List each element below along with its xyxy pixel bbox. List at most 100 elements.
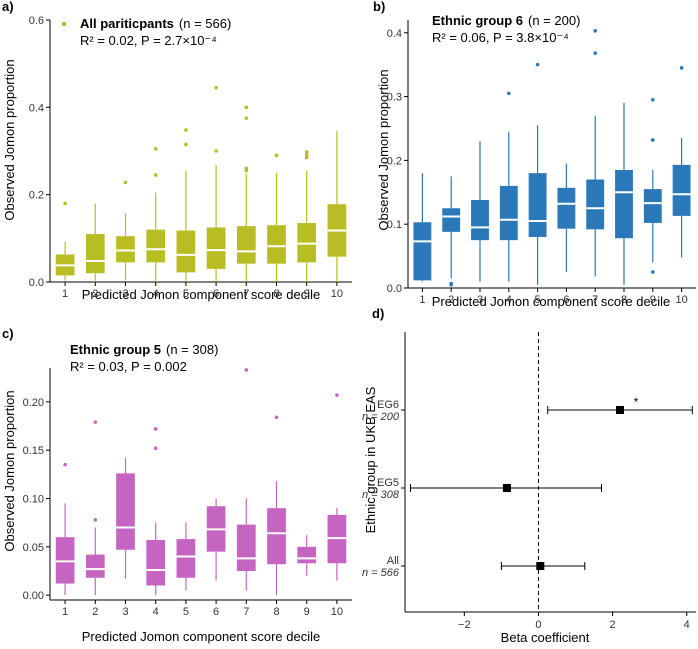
panel-b-box bbox=[615, 169, 633, 239]
panel-a-outlier-point bbox=[184, 128, 188, 132]
panel-b-y-axis-label: Observed Jomon proportion bbox=[376, 69, 391, 230]
panel-c-outlier-point bbox=[335, 393, 339, 397]
panel-c-x-tick-label: 10 bbox=[331, 606, 343, 618]
panel-b-box bbox=[643, 189, 662, 223]
panel-d-row-n: n = 308 bbox=[362, 489, 400, 501]
panel-a-legend-point bbox=[62, 22, 66, 26]
panel-a-x-tick-label: 1 bbox=[62, 288, 68, 300]
panel-b-x-tick-label: 10 bbox=[675, 294, 687, 306]
panel-c-y-tick-label: 0.10 bbox=[23, 494, 44, 506]
panel-d-beta-point bbox=[536, 562, 545, 570]
panel-a-y-tick-label: 0.0 bbox=[29, 277, 44, 289]
panel-b-box bbox=[586, 179, 605, 230]
panel-a-y-axis-label: Observed Jomon proportion bbox=[2, 59, 17, 220]
panel-a-x-tick-label: 4 bbox=[153, 288, 159, 300]
panel-b-outlier-point bbox=[651, 97, 655, 102]
panel-a: a) Observed Jomon proportion Predicted J… bbox=[2, 0, 352, 302]
panel-b-outlier-point bbox=[679, 66, 684, 70]
panel-d-significance-marker: * bbox=[634, 395, 639, 409]
panel-b-box bbox=[557, 187, 576, 229]
panel-c-outlier-point bbox=[153, 446, 158, 451]
panel-d-label: d) bbox=[372, 306, 384, 321]
panel-c-x-axis-label: Predicted Jomon component score decile bbox=[82, 629, 320, 644]
panel-a-stats: R² = 0.02, P = 2.7×10⁻⁴ bbox=[80, 33, 217, 48]
panel-a-x-tick-label: 2 bbox=[92, 288, 98, 300]
panel-a-x-tick-label: 10 bbox=[331, 288, 343, 300]
panel-b-title-bold: Ethnic group 6 bbox=[432, 13, 523, 28]
panel-d-row-n: n = 566 bbox=[362, 567, 400, 579]
panel-c-x-tick-label: 8 bbox=[273, 606, 279, 618]
panel-a-box bbox=[116, 236, 135, 263]
panel-c-box bbox=[116, 473, 135, 550]
panel-a-box bbox=[176, 230, 196, 273]
panel-b-x-tick-label: 6 bbox=[563, 294, 569, 306]
panel-a-y-tick-label: 0.6 bbox=[29, 15, 44, 27]
panel-b-outlier-point bbox=[651, 138, 655, 142]
panel-c-x-tick-label: 3 bbox=[122, 606, 128, 618]
panel-a-outlier-point bbox=[274, 153, 279, 158]
panel-a-box bbox=[236, 226, 256, 264]
panel-c-x-tick-label: 5 bbox=[183, 606, 189, 618]
panel-a-x-tick-label: 5 bbox=[183, 288, 189, 300]
panel-c-title: Ethnic group 5 (n = 308) bbox=[70, 342, 218, 357]
panel-b-x-tick-label: 7 bbox=[592, 294, 598, 306]
panel-a-outlier-point bbox=[123, 180, 128, 185]
panel-a-title-bold: All pariticpants bbox=[80, 16, 174, 31]
panel-a-outlier-point bbox=[214, 149, 218, 153]
panel-a-box bbox=[206, 227, 226, 269]
panel-a-title-n: (n = 566) bbox=[179, 16, 231, 31]
panel-c-outlier-point bbox=[63, 462, 67, 467]
panel-c-x-tick-label: 9 bbox=[304, 606, 310, 618]
panel-c-y-tick-label: 0.00 bbox=[23, 590, 44, 602]
panel-a-x-tick-label: 7 bbox=[243, 288, 249, 300]
panel-d-row-name: All bbox=[387, 555, 399, 567]
panel-b-outlier-point bbox=[507, 91, 511, 96]
panel-d-x-tick-label: 0 bbox=[535, 619, 541, 631]
panel-b-outlier-point bbox=[593, 51, 597, 55]
panel-b-x-tick-label: 1 bbox=[419, 294, 425, 306]
panel-b-outlier-point bbox=[651, 270, 655, 274]
panel-b-box bbox=[528, 173, 547, 237]
panel-b-box bbox=[672, 164, 691, 216]
panel-c-x-tick-label: 2 bbox=[92, 606, 98, 618]
panel-a-x-tick-label: 3 bbox=[122, 288, 128, 300]
panel-c-box bbox=[236, 524, 256, 571]
panel-b: b) Observed Jomon proportion Predicted J… bbox=[373, 0, 696, 309]
panel-b-x-tick-label: 4 bbox=[506, 294, 512, 306]
panel-b-box bbox=[499, 185, 518, 241]
panel-a-outlier-point bbox=[153, 147, 158, 151]
panel-a-y-tick-label: 0.4 bbox=[29, 102, 44, 114]
panel-a-outlier-point bbox=[304, 155, 309, 160]
panel-c-y-tick-label: 0.05 bbox=[23, 542, 44, 554]
panel-c-label: c) bbox=[2, 326, 14, 341]
panel-b-y-tick-label: 0.2 bbox=[387, 155, 402, 167]
panel-d-x-tick-label: −2 bbox=[458, 619, 471, 631]
panel-a-outlier-point bbox=[304, 150, 309, 154]
panel-b-x-tick-label: 3 bbox=[477, 294, 483, 306]
panel-d-row-name: EG6 bbox=[377, 399, 399, 411]
panel-a-outlier-point bbox=[244, 105, 249, 110]
panel-a-x-tick-label: 6 bbox=[213, 288, 219, 300]
panel-d-y-axis-label: Ethnic group in UKB EAS bbox=[363, 386, 378, 533]
panel-c-outlier-point bbox=[244, 368, 249, 372]
panel-b-label: b) bbox=[373, 0, 385, 14]
panel-d-beta-point bbox=[502, 484, 511, 492]
panel-b-y-tick-label: 0.1 bbox=[387, 219, 402, 231]
panel-a-outlier-point bbox=[184, 142, 188, 147]
panel-c-x-tick-label: 1 bbox=[62, 606, 68, 618]
panel-b-box bbox=[413, 222, 432, 281]
panel-c-box bbox=[146, 540, 166, 586]
panel-a-label: a) bbox=[2, 0, 14, 14]
panel-c-outlier-point bbox=[93, 420, 98, 424]
panel-d-x-tick-label: 2 bbox=[610, 619, 616, 631]
panel-a-x-tick-label: 8 bbox=[273, 288, 279, 300]
panel-a-box bbox=[146, 229, 166, 263]
panel-a-outlier-point bbox=[63, 201, 67, 206]
panel-c-y-tick-label: 0.20 bbox=[23, 397, 44, 409]
panel-c-title-bold: Ethnic group 5 bbox=[70, 342, 161, 357]
panel-c-box bbox=[267, 508, 286, 565]
panel-b-box bbox=[471, 199, 489, 241]
panel-c-y-axis-label: Observed Jomon proportion bbox=[2, 390, 17, 551]
panel-a-outlier-point bbox=[304, 152, 309, 157]
